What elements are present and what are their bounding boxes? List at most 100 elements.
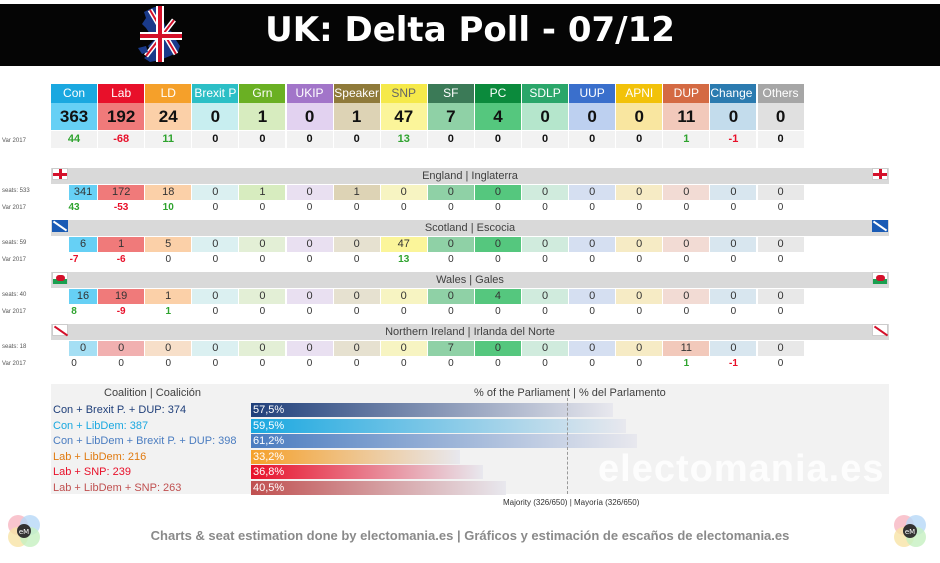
region-0-var-0: 43 bbox=[68, 202, 80, 213]
flag-cross bbox=[872, 220, 888, 232]
region-3-var-11: 0 bbox=[589, 358, 595, 369]
region-2-var-11: 0 bbox=[589, 306, 595, 317]
region-2-var-5: 0 bbox=[306, 306, 313, 317]
region-1-seat-8: 0 bbox=[427, 237, 474, 252]
region-3-seat-14: 0 bbox=[710, 341, 757, 356]
region-var-label-3: Var 2017 bbox=[2, 361, 26, 367]
region-2-var-14: 0 bbox=[730, 306, 737, 317]
footer-credit: Charts & seat estimation done by electom… bbox=[150, 528, 790, 543]
party-header-lab: Lab bbox=[98, 84, 145, 103]
region-0-seat-0: 341 bbox=[69, 185, 98, 200]
region-1-var-1: -6 bbox=[116, 254, 126, 265]
region-2-seat-9: 4 bbox=[474, 289, 521, 304]
region-3-seat-0: 0 bbox=[69, 341, 98, 356]
flag-cross bbox=[52, 220, 68, 232]
coalition-label-3: Lab + LibDem: 216 bbox=[53, 450, 147, 463]
electomania-logo-right: eM bbox=[894, 515, 926, 547]
coalition-label-0: Con + Brexit P. + DUP: 374 bbox=[53, 404, 187, 416]
region-2-seat-7: 0 bbox=[380, 289, 427, 304]
coalition-bar-5 bbox=[251, 481, 507, 495]
region-2-seat-4: 0 bbox=[239, 289, 286, 304]
region-3-seat-5: 0 bbox=[286, 341, 333, 356]
party-var-15: 0 bbox=[757, 131, 804, 148]
region-2-seat-15: 0 bbox=[757, 289, 804, 304]
region-3-var-15: 0 bbox=[777, 358, 784, 369]
region-1-var-7: 13 bbox=[398, 254, 410, 265]
party-var-7: 13 bbox=[380, 131, 427, 148]
region-flag-0-right-icon bbox=[872, 168, 888, 180]
region-0-seat-13: 0 bbox=[663, 185, 710, 200]
coalition-label-1: Con + LibDem: 387 bbox=[53, 419, 149, 432]
region-var-label-2: Var 2017 bbox=[2, 309, 26, 315]
coalition-bar-4 bbox=[251, 465, 483, 480]
party-seats-9: 4 bbox=[474, 103, 521, 130]
region-1-var-14: 0 bbox=[730, 254, 737, 265]
region-0-seat-15: 0 bbox=[757, 185, 804, 200]
region-3-var-3: 0 bbox=[212, 358, 219, 369]
logo-text-right: eM bbox=[905, 528, 915, 536]
party-var-5: 0 bbox=[286, 131, 333, 148]
region-2-var-8: 0 bbox=[448, 306, 454, 317]
region-3-seat-15: 0 bbox=[757, 341, 804, 356]
region-0-seat-1: 172 bbox=[98, 185, 145, 200]
flag-cross-h bbox=[873, 173, 887, 176]
coalition-pct-0: 57,5% bbox=[253, 404, 285, 416]
region-seats-label-3: seats: 18 bbox=[2, 344, 27, 350]
uk-flag-map-icon bbox=[138, 6, 182, 62]
coalition-pct-2: 61,2% bbox=[253, 435, 285, 448]
region-2-var-2: 1 bbox=[165, 306, 172, 317]
region-3-seat-12: 0 bbox=[616, 341, 663, 356]
coalition-pct-1: 59,5% bbox=[253, 419, 285, 432]
region-1-seat-14: 0 bbox=[710, 237, 757, 252]
region-2-var-13: 0 bbox=[683, 306, 690, 317]
coalition-pct-3: 33,2% bbox=[253, 450, 285, 463]
parliament-title: % of the Parliament | % del Parlamento bbox=[474, 387, 666, 399]
party-var-6: 0 bbox=[333, 131, 380, 148]
region-0-seat-2: 18 bbox=[145, 185, 192, 200]
region-1-seat-1: 1 bbox=[98, 237, 145, 252]
party-header-speaker: Speaker bbox=[333, 84, 380, 103]
region-3-seat-1: 0 bbox=[98, 341, 145, 356]
region-2-seat-5: 0 bbox=[286, 289, 333, 304]
party-header-ld: LD bbox=[145, 84, 192, 103]
region-2-seat-3: 0 bbox=[192, 289, 239, 304]
region-flag-2-left-icon bbox=[52, 272, 68, 284]
party-header-change-uk: Change UK bbox=[710, 84, 757, 103]
region-3-var-8: 0 bbox=[448, 358, 454, 369]
region-1-var-11: 0 bbox=[589, 254, 595, 265]
logo-text-left: eM bbox=[19, 528, 29, 536]
region-2-var-6: 0 bbox=[353, 306, 360, 317]
party-var-14: -1 bbox=[710, 131, 757, 148]
party-header-sf: SF bbox=[427, 84, 474, 103]
party-seats-6: 1 bbox=[333, 103, 380, 130]
region-2-seat-13: 0 bbox=[663, 289, 710, 304]
region-3-var-12: 0 bbox=[636, 358, 643, 369]
party-header-dup: DUP bbox=[663, 84, 710, 103]
region-1-seat-7: 47 bbox=[380, 237, 427, 252]
region-0-var-12: 0 bbox=[636, 202, 643, 213]
region-0-var-2: 10 bbox=[162, 202, 174, 213]
coalition-label-4: Lab + SNP: 239 bbox=[53, 466, 131, 479]
region-0-var-10: 0 bbox=[542, 202, 548, 213]
region-3-seat-13: 11 bbox=[663, 341, 710, 356]
flag-cross bbox=[53, 279, 67, 284]
party-header-uup: UUP bbox=[569, 84, 616, 103]
region-2-seat-12: 0 bbox=[616, 289, 663, 304]
region-1-var-6: 0 bbox=[353, 254, 360, 265]
party-var-10: 0 bbox=[522, 131, 569, 148]
region-2-var-15: 0 bbox=[777, 306, 784, 317]
region-flag-2-right-icon bbox=[872, 272, 888, 284]
region-3-var-2: 0 bbox=[165, 358, 172, 369]
region-0-seat-14: 0 bbox=[710, 185, 757, 200]
party-header-brexit-p: Brexit P bbox=[192, 84, 239, 103]
party-var-8: 0 bbox=[427, 131, 474, 148]
region-0-var-7: 0 bbox=[400, 202, 407, 213]
region-0-seat-4: 1 bbox=[239, 185, 286, 200]
region-1-seat-0: 6 bbox=[69, 237, 98, 252]
coalition-bar-3 bbox=[251, 449, 461, 464]
majority-label: Majority (326/650) | Mayoría (326/650) bbox=[503, 498, 640, 507]
region-3-seat-6: 0 bbox=[333, 341, 380, 356]
party-seats-15: 0 bbox=[757, 103, 804, 130]
region-3-seat-2: 0 bbox=[145, 341, 192, 356]
region-2-var-12: 0 bbox=[636, 306, 643, 317]
